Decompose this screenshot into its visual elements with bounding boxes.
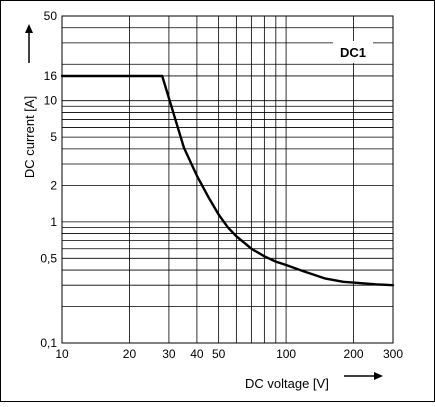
x-tick-label-7: 300 [383,347,403,361]
y-tick-label-1: 0,5 [40,251,57,265]
legend-label: DC1 [340,45,366,60]
x-axis-label: DC voltage [V] [245,376,329,391]
x-tick-labels: 10 20 30 40 50 100 200 300 [55,347,403,361]
y-tick-label-7: 50 [44,9,58,23]
plot-area [61,15,394,344]
y-tick-label-4: 5 [50,130,57,144]
x-tick-label-5: 100 [276,347,296,361]
x-tick-label-2: 30 [162,347,176,361]
y-axis-label: DC current [A] [22,96,37,178]
y-tick-label-5: 10 [44,94,58,108]
y-tick-label-0: 0,1 [40,336,57,350]
y-tick-label-3: 2 [50,178,57,192]
legend-box [333,41,373,63]
y-tick-label-6: 16 [44,69,58,83]
x-axis-arrowhead-icon [374,372,383,380]
y-tick-label-2: 1 [50,215,57,229]
x-tick-label-3: 40 [190,347,204,361]
series-line-0 [60,74,395,287]
y-tick-labels: 0,1 0,5 1 2 5 10 16 50 [40,9,57,350]
x-tick-label-6: 200 [344,347,364,361]
x-tick-label-1: 20 [123,347,137,361]
series-layer [60,74,395,287]
x-tick-label-4: 50 [212,347,226,361]
x-tick-label-0: 10 [55,347,69,361]
y-axis-arrowhead-icon [25,24,33,33]
